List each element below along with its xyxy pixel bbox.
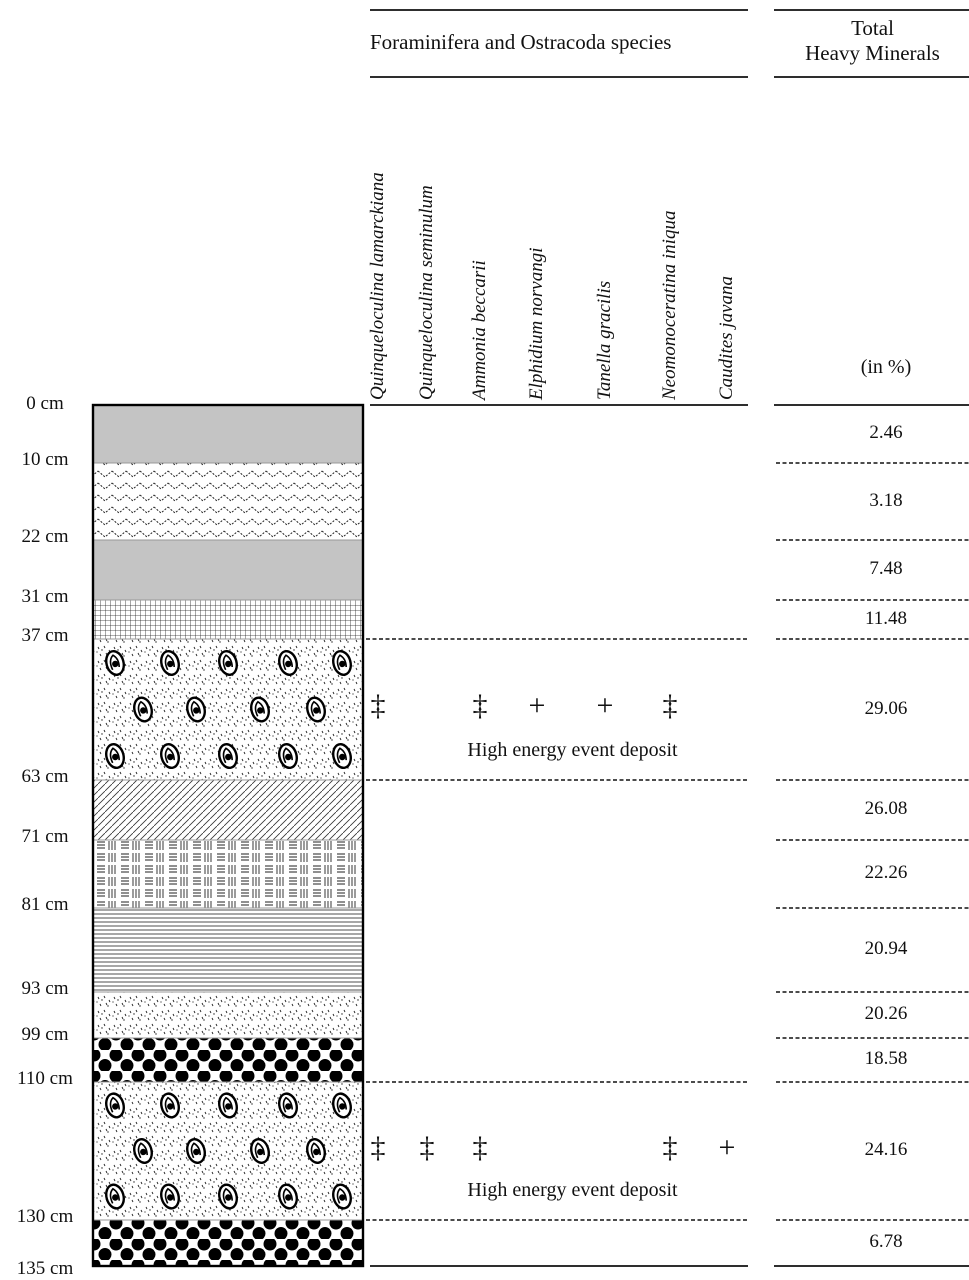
layer-grey-mud-2 xyxy=(93,540,363,600)
species-label-6: Caudites javana xyxy=(716,275,737,400)
occurrence-0-species-4: + xyxy=(596,689,614,723)
shell-symbol-7 xyxy=(250,696,270,723)
heavy-minerals-value-0: 2.46 xyxy=(869,422,903,443)
depth-label-22: 22 cm xyxy=(21,526,69,547)
heavy-minerals-value-5: 26.08 xyxy=(864,798,908,819)
shell-symbol-4 xyxy=(332,649,352,676)
shell-symbol-9 xyxy=(105,743,125,770)
shell-symbol-1 xyxy=(160,649,180,676)
depth-label-71: 71 cm xyxy=(21,826,69,847)
shell-symbol-12 xyxy=(278,743,298,770)
shell-symbol-3 xyxy=(278,649,298,676)
heavy-minerals-value-6: 22.26 xyxy=(864,862,908,883)
shell-symbol-18 xyxy=(332,1092,352,1119)
species-label-0: Quinqueloculina lamarckiana xyxy=(367,172,388,400)
total-heavy-minerals-title-line2: Heavy Minerals xyxy=(805,41,940,65)
shell-symbol-26 xyxy=(278,1183,298,1210)
heavy-minerals-value-11: 6.78 xyxy=(869,1231,903,1252)
layer-speckled-sand-8 xyxy=(93,992,363,1038)
boundary-lines xyxy=(366,9,969,1267)
shell-symbol-14 xyxy=(105,1092,125,1119)
heavy-minerals-value-7: 20.94 xyxy=(864,938,908,959)
occurrence-0-species-2: ‡ xyxy=(472,689,488,723)
depth-label-110: 110 cm xyxy=(17,1068,73,1089)
core-column xyxy=(91,403,365,1268)
heavy-minerals-value-3: 11.48 xyxy=(864,607,908,629)
species-label-3: Elphidium norvangi xyxy=(526,247,547,400)
shell-symbol-17 xyxy=(278,1092,298,1119)
depth-label-130: 130 cm xyxy=(16,1206,74,1227)
shell-symbol-22 xyxy=(306,1138,326,1164)
layer-grey-mud-0 xyxy=(93,405,363,463)
species-label-2: Ammonia beccarii xyxy=(469,260,490,400)
shell-symbols xyxy=(105,649,352,1210)
core-outline xyxy=(91,403,365,1268)
shell-symbol-25 xyxy=(218,1183,238,1210)
layer-gravel-dots-11 xyxy=(93,1220,363,1266)
shell-symbol-27 xyxy=(332,1183,352,1210)
total-heavy-minerals-title-line1: Total xyxy=(851,16,894,40)
shell-symbol-21 xyxy=(250,1138,270,1164)
shell-symbol-10 xyxy=(160,743,180,770)
depth-label-31: 31 cm xyxy=(21,586,69,607)
shell-symbol-24 xyxy=(160,1183,180,1210)
layer-gravel-dots-9 xyxy=(93,1038,363,1082)
shell-symbol-5 xyxy=(133,696,153,723)
event-label-1: High energy event deposit xyxy=(467,1179,678,1201)
depth-label-135: 135 cm xyxy=(16,1258,74,1279)
shell-symbol-0 xyxy=(105,649,125,676)
heavy-minerals-value-1: 3.18 xyxy=(869,489,903,511)
occurrence-1-species-1: ‡ xyxy=(419,1130,435,1164)
occurrence-0-species-0: ‡ xyxy=(370,689,386,723)
occurrence-0-species-3: + xyxy=(528,689,546,723)
heavy-minerals-value-4: 29.06 xyxy=(864,697,908,719)
layer-chevron-pattern-1 xyxy=(93,463,363,540)
depth-label-37: 37 cm xyxy=(21,625,69,646)
species-group-title: Foraminifera and Ostracoda species xyxy=(370,30,672,54)
depth-label-93: 93 cm xyxy=(21,978,69,999)
species-label-1: Quinqueloculina seminulum xyxy=(416,185,437,400)
shell-symbol-16 xyxy=(218,1092,238,1119)
occurrence-1-species-0: ‡ xyxy=(370,1130,386,1164)
heavy-minerals-value-2: 7.48 xyxy=(869,558,903,579)
species-label-5: Neomonoceratina iniqua xyxy=(659,210,680,400)
shell-symbol-19 xyxy=(133,1138,153,1164)
shell-symbol-6 xyxy=(186,696,206,723)
shell-symbol-15 xyxy=(160,1092,180,1119)
shell-symbol-2 xyxy=(218,649,238,676)
occurrence-1-species-2: ‡ xyxy=(472,1130,488,1164)
depth-label-63: 63 cm xyxy=(21,766,69,787)
depth-label-10: 10 cm xyxy=(21,449,69,470)
heavy-minerals-value-8: 20.26 xyxy=(864,1003,908,1024)
layer-crosshatch-grid-3 xyxy=(93,600,363,639)
depth-label-0: 0 cm xyxy=(26,393,64,414)
shell-symbol-8 xyxy=(306,696,326,723)
heavy-minerals-value-9: 18.58 xyxy=(864,1048,908,1069)
event-label-0: High energy event deposit xyxy=(467,739,678,761)
shell-symbol-23 xyxy=(105,1183,125,1210)
species-label-4: Tanella gracilis xyxy=(594,280,615,400)
occurrence-1-species-5: ‡ xyxy=(662,1130,678,1164)
layer-dash-pattern-6 xyxy=(93,840,363,908)
shell-symbol-20 xyxy=(186,1138,206,1164)
layer-horizontal-lines-7 xyxy=(93,908,363,992)
occurrence-1-species-6: + xyxy=(718,1130,736,1164)
shell-symbol-11 xyxy=(218,743,238,770)
depth-label-99: 99 cm xyxy=(21,1024,69,1045)
depth-label-81: 81 cm xyxy=(21,894,69,915)
layer-diagonal-hatch-5 xyxy=(93,780,363,840)
heavy-minerals-value-10: 24.16 xyxy=(864,1139,908,1160)
shell-symbol-13 xyxy=(332,743,352,770)
occurrence-0-species-5: ‡ xyxy=(662,689,678,723)
unit-label: (in %) xyxy=(860,356,912,378)
